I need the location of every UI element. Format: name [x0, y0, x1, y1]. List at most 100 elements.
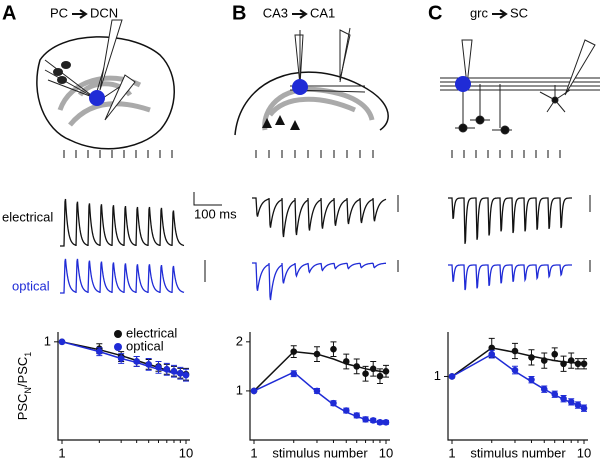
cortex-diagram: [440, 39, 600, 135]
legend-marker: [114, 330, 122, 338]
data-point: [560, 360, 567, 368]
data-point: [163, 366, 171, 373]
data-point: [250, 387, 258, 395]
data-point: [96, 348, 103, 355]
panel-title-from: PC: [50, 5, 68, 20]
trace-label: electrical: [2, 209, 53, 224]
data-point: [155, 364, 162, 371]
data-point: [177, 369, 184, 377]
x-tick-label: 10: [577, 445, 591, 460]
y-tick-label: 2: [236, 333, 243, 348]
data-point: [560, 395, 567, 403]
stimulus-ticks: [63, 150, 173, 158]
data-point: [551, 390, 559, 398]
title-arrow: [292, 9, 308, 19]
title-arrow: [492, 9, 508, 19]
data-point: [290, 370, 298, 378]
fit-curve: [451, 347, 585, 378]
data-point: [528, 354, 535, 361]
y-tick-label: 1: [434, 368, 441, 383]
scale-bar: [193, 192, 222, 206]
data-point: [574, 360, 582, 368]
axes: [57, 332, 190, 441]
data-point: [362, 416, 369, 423]
y-axis-label-part: /PSC: [15, 357, 30, 387]
panel-title-from: grc: [470, 5, 489, 20]
data-point: [551, 350, 559, 358]
data-point: [353, 412, 361, 419]
stimulus-ticks: [451, 150, 561, 158]
data-point: [540, 357, 548, 364]
x-axis-label: stimulus number: [470, 445, 566, 460]
data-point: [511, 366, 519, 374]
data-point: [382, 419, 390, 426]
fit-curve: [253, 371, 387, 424]
data-point: [313, 387, 321, 395]
data-point: [540, 385, 548, 393]
fit-curve: [451, 353, 585, 409]
data-point: [330, 345, 337, 353]
data-point: [369, 365, 377, 373]
data-point: [313, 350, 321, 358]
y-axis-label-part: N: [23, 387, 33, 394]
minor-ticks: [293, 440, 381, 443]
legend-label: optical: [126, 338, 164, 353]
data-point: [290, 348, 298, 355]
data-point: [182, 371, 190, 379]
y-axis-label: PSCN/PSC1: [15, 352, 33, 421]
data-point: [58, 338, 66, 346]
data-point: [580, 404, 588, 412]
axes: [249, 332, 390, 441]
trace-label: optical: [12, 278, 50, 293]
legend-marker: [114, 343, 122, 351]
panel-letter: B: [232, 2, 246, 24]
trace: [252, 262, 386, 301]
y-axis-label-part: 1: [23, 352, 33, 357]
data-point: [133, 358, 140, 365]
data-point: [342, 358, 350, 365]
hippocampus-diagram: [234, 27, 389, 136]
trace: [60, 258, 185, 294]
x-axis-label: stimulus number: [272, 445, 368, 460]
panel-letter: A: [2, 2, 16, 24]
data-point: [448, 373, 456, 380]
x-tick-label: 10: [179, 445, 193, 460]
minor-ticks: [98, 440, 181, 443]
legend-label: electrical: [126, 325, 177, 340]
data-point: [145, 361, 152, 368]
trace: [448, 197, 572, 244]
axes: [447, 332, 588, 441]
y-axis-label-part: PSC: [15, 394, 30, 421]
panel-title-to: CA1: [310, 5, 335, 20]
fit-curve: [253, 350, 387, 392]
data-point: [488, 350, 496, 358]
scale-label: 100 ms: [194, 206, 237, 221]
data-point: [376, 372, 384, 380]
data-point: [330, 399, 337, 407]
data-point: [342, 407, 350, 414]
trace: [448, 264, 572, 291]
cerebellum-diagram: [36, 19, 175, 150]
y-tick-label: 1: [236, 382, 243, 397]
data-point: [580, 360, 588, 368]
panel-title-to: SC: [510, 5, 528, 20]
data-point: [376, 419, 384, 426]
data-point: [382, 367, 390, 375]
trace: [60, 198, 185, 247]
title-arrow: [72, 9, 88, 19]
y-tick-label: 1: [44, 333, 51, 348]
panel-title-to: DCN: [90, 5, 118, 20]
panel-title-from: CA3: [263, 5, 288, 20]
minor-ticks: [491, 440, 579, 443]
data-point: [528, 376, 535, 383]
panel-letter: C: [428, 2, 442, 24]
data-point: [574, 401, 582, 409]
data-point: [567, 398, 575, 406]
data-point: [117, 355, 125, 362]
trace: [252, 197, 387, 238]
x-tick-label: 1: [58, 445, 65, 460]
data-point: [488, 344, 496, 352]
data-point: [369, 417, 377, 424]
x-tick-label: 1: [250, 445, 257, 460]
